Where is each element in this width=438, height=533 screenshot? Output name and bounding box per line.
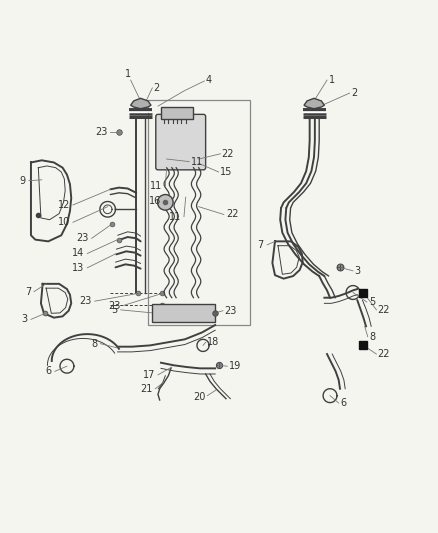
Text: 8: 8 xyxy=(368,332,374,342)
Polygon shape xyxy=(131,98,151,109)
Text: 2: 2 xyxy=(153,83,159,93)
Text: 7: 7 xyxy=(25,287,31,297)
Text: 2: 2 xyxy=(351,88,357,98)
Bar xyxy=(161,107,193,119)
Text: 16: 16 xyxy=(148,197,161,206)
Text: 5: 5 xyxy=(111,305,117,315)
Text: 12: 12 xyxy=(57,200,70,210)
Text: 19: 19 xyxy=(229,361,241,371)
Text: 20: 20 xyxy=(193,392,205,401)
Text: 22: 22 xyxy=(221,149,233,159)
Text: 18: 18 xyxy=(207,337,219,348)
Text: 1: 1 xyxy=(125,69,131,79)
Text: 11: 11 xyxy=(191,157,203,167)
Text: 4: 4 xyxy=(205,75,211,85)
Text: 23: 23 xyxy=(95,127,107,137)
FancyBboxPatch shape xyxy=(155,115,205,170)
Text: 5: 5 xyxy=(368,297,374,307)
Text: 6: 6 xyxy=(45,366,51,376)
Text: 10: 10 xyxy=(57,217,70,227)
Text: 14: 14 xyxy=(72,248,84,259)
Text: 7: 7 xyxy=(257,240,263,250)
Text: 11: 11 xyxy=(169,212,181,222)
Text: 6: 6 xyxy=(339,398,345,408)
Text: 23: 23 xyxy=(76,233,88,244)
Polygon shape xyxy=(304,98,324,109)
Text: 3: 3 xyxy=(354,266,360,276)
Circle shape xyxy=(157,195,173,210)
Text: 22: 22 xyxy=(377,305,389,315)
Text: 23: 23 xyxy=(108,301,120,311)
Text: 23: 23 xyxy=(79,296,92,306)
Bar xyxy=(152,304,215,322)
Text: 13: 13 xyxy=(72,263,84,273)
Text: 8: 8 xyxy=(91,338,97,349)
Text: 23: 23 xyxy=(224,306,237,316)
Text: 17: 17 xyxy=(143,370,155,380)
Text: 15: 15 xyxy=(220,167,232,177)
Text: 1: 1 xyxy=(328,75,334,85)
Text: 9: 9 xyxy=(19,176,25,185)
Text: 22: 22 xyxy=(377,349,389,359)
Text: 11: 11 xyxy=(150,181,162,191)
Text: 22: 22 xyxy=(226,209,238,220)
Text: 21: 21 xyxy=(140,384,152,394)
Text: 3: 3 xyxy=(22,314,28,325)
Bar xyxy=(148,101,249,325)
